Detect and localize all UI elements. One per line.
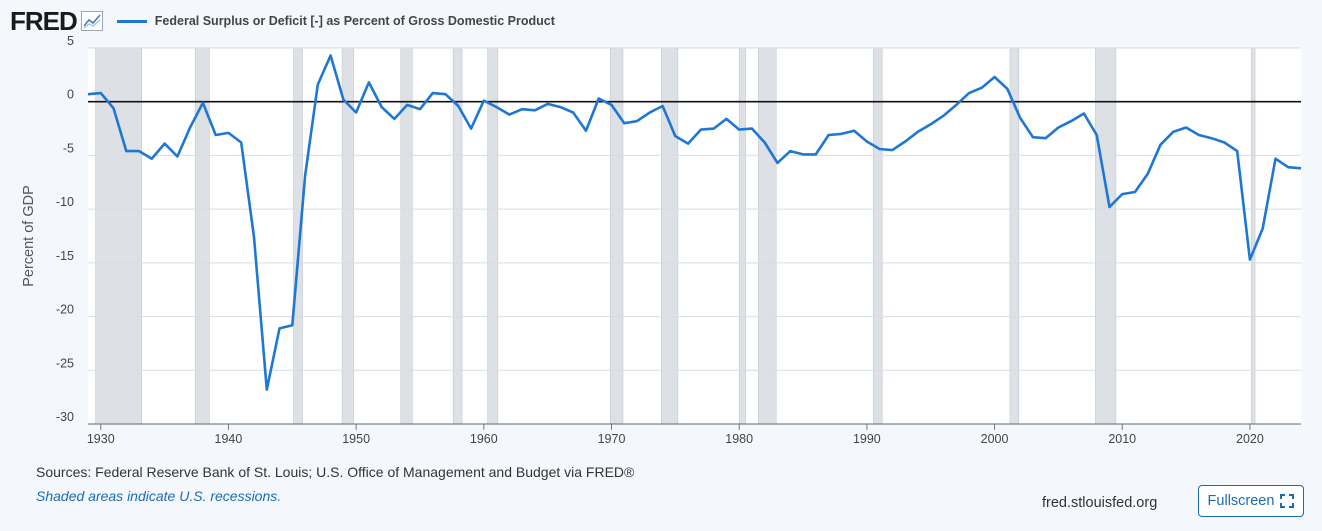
x-tick-label: 1990 [853,432,881,446]
fullscreen-label: Fullscreen [1207,493,1275,509]
x-tick-label: 1930 [87,432,115,446]
y-tick-labels: 5 0 -5 -10 -15 -20 -25 -30 [56,34,74,424]
y-tick-label: -10 [56,195,74,209]
y-tick-label: 5 [67,34,74,48]
chart-header: FRED Federal Surplus or Deficit [-] as P… [10,6,555,36]
y-tick-label: -20 [56,303,74,317]
recession-shading [95,47,1256,425]
fullscreen-button[interactable]: Fullscreen [1198,485,1304,517]
recession-band [1095,47,1117,425]
y-tick-label: -30 [56,410,74,424]
x-tick-label: 2020 [1236,432,1264,446]
x-tick-label: 1980 [725,432,753,446]
x-tick-label: 1950 [342,432,370,446]
chart-legend: Federal Surplus or Deficit [-] as Percen… [116,14,555,28]
recession-band [1250,47,1256,425]
x-tick-label: 1970 [598,432,626,446]
recession-band [758,47,777,425]
expand-icon [1280,494,1295,508]
recession-band [738,47,746,425]
x-tick-labels: 1930 1940 1950 1960 1970 1980 1990 2000 2010 2020 [87,424,1264,446]
chart-plot: 5 0 -5 -10 -15 -20 -25 -30 1930 1940 1950 1960 1970… [21,34,1302,446]
y-axis-label: Percent of GDP [21,185,37,287]
recession-band [95,47,142,425]
legend-label: Federal Surplus or Deficit [-] as Percen… [154,14,555,28]
site-link[interactable]: fred.stlouisfed.org [1042,495,1158,511]
recession-note: Shaded areas indicate U.S. recessions. [36,488,282,504]
x-tick-label: 2000 [981,432,1009,446]
x-tick-label: 1940 [215,432,243,446]
legend-swatch [116,19,147,23]
x-tick-label: 1960 [470,432,498,446]
x-tick-label: 2010 [1108,432,1136,446]
recession-band [661,47,679,425]
sources-text: Sources: Federal Reserve Bank of St. Lou… [36,464,635,480]
series-line[interactable] [87,54,1302,391]
y-tick-label: -5 [63,141,74,155]
plot-background [88,48,1301,424]
line-chart-icon [80,11,103,31]
fred-logo[interactable]: FRED [10,6,78,36]
y-tick-label: -15 [56,249,74,263]
y-tick-label: -25 [56,356,74,370]
recession-band [872,47,883,425]
y-tick-label: 0 [67,88,74,102]
